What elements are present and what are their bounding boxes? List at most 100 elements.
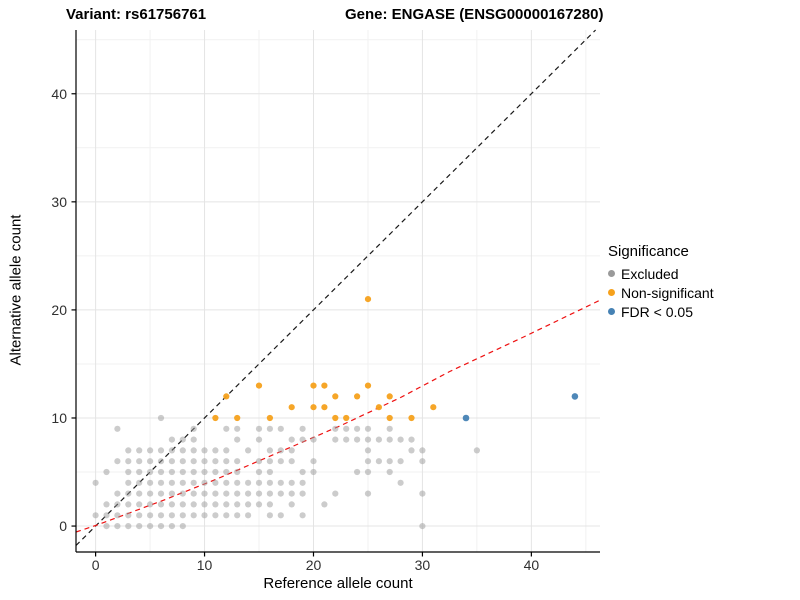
data-point [168, 468, 175, 476]
data-point [332, 490, 339, 497]
data-point [277, 479, 284, 486]
data-point [179, 479, 186, 486]
data-point [125, 512, 132, 519]
data-point [332, 436, 339, 443]
x-tick-label: 0 [91, 557, 100, 573]
data-point [190, 490, 197, 497]
data-point [179, 501, 186, 508]
data-point [125, 490, 132, 497]
series-excluded [92, 414, 480, 530]
data-point [201, 447, 208, 454]
legend-item-non-significant: Non-significant [608, 283, 714, 302]
data-point [234, 436, 241, 443]
data-point [310, 468, 317, 476]
data-point [223, 447, 230, 454]
data-point [212, 468, 219, 476]
data-point [299, 490, 306, 497]
data-point [299, 425, 306, 432]
data-point [168, 479, 175, 486]
data-point [223, 458, 230, 465]
data-point [364, 447, 372, 454]
data-point [299, 436, 306, 443]
data-point [234, 490, 241, 497]
data-point [147, 479, 154, 486]
data-point [168, 458, 175, 465]
data-point [168, 501, 175, 508]
data-point [288, 479, 295, 486]
y-tick-label: 0 [59, 518, 67, 535]
series-non-significant [212, 296, 437, 422]
data-point [157, 501, 165, 508]
data-point [408, 436, 415, 443]
data-point [364, 458, 372, 465]
data-point [408, 447, 415, 454]
data-point [397, 436, 404, 443]
data-point [354, 436, 361, 443]
data-point [255, 490, 263, 497]
data-point [364, 382, 372, 389]
data-point [245, 479, 252, 486]
data-point [201, 458, 208, 465]
data-point [190, 425, 197, 432]
data-point [147, 501, 154, 508]
data-point [386, 458, 393, 465]
data-point [364, 468, 372, 476]
data-point [321, 382, 328, 389]
data-point [386, 468, 393, 476]
data-point [310, 404, 317, 411]
data-point [212, 512, 219, 519]
data-point [299, 479, 306, 486]
data-point [179, 468, 186, 476]
data-point [147, 458, 154, 465]
x-tick-label: 40 [523, 557, 540, 573]
data-point [332, 425, 339, 432]
data-point [168, 436, 175, 443]
data-point [179, 512, 186, 519]
data-point [201, 468, 208, 476]
data-point [179, 490, 186, 497]
data-point [386, 414, 393, 422]
data-point [179, 447, 186, 454]
data-point [212, 501, 219, 508]
data-point [288, 447, 295, 454]
excluded-dot-icon [608, 270, 615, 277]
data-point [190, 501, 197, 508]
data-point [266, 468, 273, 476]
data-point [92, 512, 99, 519]
data-point [234, 501, 241, 508]
data-point [190, 447, 197, 454]
data-point [266, 414, 273, 422]
data-point [364, 490, 372, 497]
data-point [103, 501, 110, 508]
data-point [255, 425, 263, 432]
data-point [299, 512, 306, 519]
data-point [125, 468, 132, 476]
data-point [223, 393, 230, 400]
data-point [419, 490, 426, 497]
data-point [125, 447, 132, 454]
data-point [179, 458, 186, 465]
data-point [234, 458, 241, 465]
data-point [310, 458, 317, 465]
data-point [245, 447, 252, 454]
data-point [343, 436, 350, 443]
y-axis-label: Alternative allele count [7, 214, 25, 366]
data-point [125, 458, 132, 465]
data-point [114, 501, 121, 508]
data-point [288, 458, 295, 465]
data-point [245, 490, 252, 497]
data-point [103, 468, 110, 476]
data-point [234, 512, 241, 519]
data-point [223, 490, 230, 497]
data-point [103, 523, 110, 530]
data-point [277, 447, 284, 454]
legend: Significance Excluded Non-significant FD… [608, 243, 714, 321]
data-point [321, 404, 328, 411]
fitted-line [75, 299, 601, 533]
plot-title-gene: Gene: ENGASE (ENSG00000167280) [345, 6, 604, 23]
data-point [147, 468, 154, 476]
data-point [288, 490, 295, 497]
data-point [136, 458, 143, 465]
data-point [354, 425, 361, 432]
y-tick-label: 10 [51, 409, 67, 426]
